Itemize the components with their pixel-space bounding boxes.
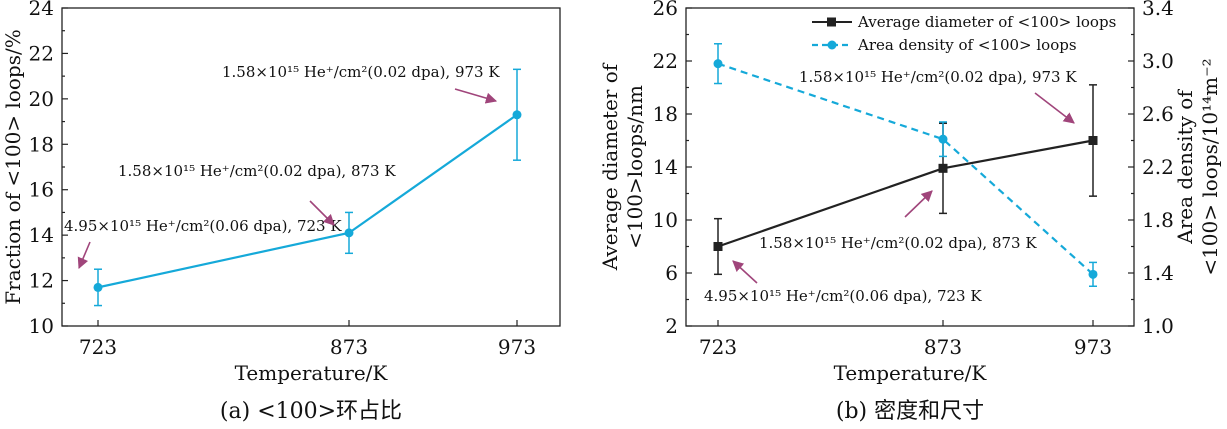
b-right-y-tick-label: 1.4 [1142, 261, 1174, 285]
a-series-line [97, 113, 518, 289]
a-y-tick-label: 20 [29, 87, 54, 111]
b-x-tick-label: 973 [1074, 335, 1112, 359]
b-data-point-circle [1088, 269, 1098, 279]
a-annotation-text: 1.58×10¹⁵ He⁺/cm²(0.02 dpa), 873 K [118, 162, 396, 180]
a-y-tick-label: 18 [29, 132, 54, 156]
a-x-tick-label: 873 [330, 335, 368, 359]
chart-b-left-y-axis-title-line1: Average diameter of [598, 62, 622, 271]
b-left-y-tick-label: 2 [665, 314, 678, 338]
chart-a-y-axis-title: Fraction of <100> loops/% [1, 29, 25, 304]
b-annotation-text: 1.58×10¹⁵ He⁺/cm²(0.02 dpa), 873 K [759, 234, 1037, 252]
chart-b-right-y-axis-title-line2: <100> loops/10¹⁴m⁻² [1198, 58, 1222, 275]
b-x-tick-label: 873 [924, 335, 962, 359]
b-data-point-circle [713, 59, 723, 69]
b-data-point-square [1088, 136, 1098, 145]
b-annotation-arrow [904, 190, 933, 218]
b-annotation-arrow [1034, 92, 1075, 124]
legend-density-circle-marker [827, 40, 837, 50]
chart-a-annotations: 4.95×10¹⁵ He⁺/cm²(0.06 dpa), 723 K 1.58×1… [64, 63, 500, 270]
chart-b-x-axis-title: Temperature/K [834, 361, 988, 385]
a-y-tick-label: 16 [29, 178, 54, 202]
b-right-y-tick-label: 1.0 [1142, 314, 1174, 338]
chart-b-x-ticks: 723 873 973 [699, 320, 1112, 359]
a-y-tick-label: 12 [29, 269, 54, 293]
chart-a-caption: (a) <100>环占比 [220, 399, 402, 424]
b-right-y-tick-label: 3.4 [1142, 0, 1174, 20]
b-right-y-tick-label: 2.2 [1142, 155, 1174, 179]
b-right-y-tick-label: 3.0 [1142, 49, 1174, 73]
a-annotation-text: 4.95×10¹⁵ He⁺/cm²(0.06 dpa), 723 K [64, 217, 342, 235]
chart-b-right-y-ticks: 1.0 1.4 1.8 2.2 2.6 3.0 3.4 [1128, 0, 1174, 338]
a-y-tick-label: 14 [29, 223, 54, 247]
a-data-point [512, 110, 522, 120]
chart-a: 10 12 14 16 18 20 22 24 723 873 973 4.95×10¹⁵ He⁺… [1, 0, 561, 424]
b-left-y-tick-label: 26 [653, 0, 678, 20]
legend-diameter-label: Average diameter of <100> loops [857, 13, 1116, 31]
a-y-tick-label: 24 [29, 0, 54, 20]
chart-b-left-y-axis-title-line2: <100>loops/nm [623, 85, 647, 249]
b-x-tick-label: 723 [699, 335, 737, 359]
b-data-point-square [713, 242, 723, 251]
chart-a-x-ticks: 723 873 973 [79, 320, 536, 359]
a-y-tick-label: 22 [29, 41, 54, 65]
b-left-y-tick-label: 18 [653, 102, 678, 126]
b-data-point-circle [938, 134, 948, 144]
chart-b-annotations: 4.95×10¹⁵ He⁺/cm²(0.06 dpa), 723 K 1.58×1… [704, 68, 1077, 305]
chart-a-x-axis-title: Temperature/K [235, 361, 389, 385]
chart-a-y-ticks: 10 12 14 16 18 20 22 24 [29, 0, 68, 338]
a-annotation-arrow [77, 241, 91, 270]
a-y-tick-label: 10 [29, 314, 54, 338]
b-annotation-text: 4.95×10¹⁵ He⁺/cm²(0.06 dpa), 723 K [704, 287, 982, 305]
chart-b-legend: Average diameter of <100> loops Area den… [812, 13, 1116, 54]
b-right-y-tick-label: 2.6 [1142, 102, 1174, 126]
a-annotation-text: 1.58×10¹⁵ He⁺/cm²(0.02 dpa), 973 K [222, 63, 500, 81]
chart-b-caption: (b) 密度和尺寸 [836, 399, 984, 424]
a-data-point [93, 282, 103, 292]
b-annotation-text: 1.58×10¹⁵ He⁺/cm²(0.02 dpa), 973 K [799, 68, 1077, 86]
chart-b-right-y-axis-title-line1: Area density of [1173, 89, 1197, 245]
a-x-tick-label: 973 [498, 335, 536, 359]
b-right-y-tick-label: 1.8 [1142, 208, 1174, 232]
b-left-y-tick-label: 14 [653, 155, 678, 179]
b-left-y-tick-label: 6 [665, 261, 678, 285]
a-x-tick-label: 723 [79, 335, 117, 359]
b-series-line-diameter [717, 139, 1094, 248]
legend-density-label: Area density of <100> loops [857, 36, 1077, 54]
b-left-y-tick-label: 10 [653, 208, 678, 232]
a-annotation-arrow [309, 200, 335, 226]
a-annotation-arrow [454, 88, 498, 104]
chart-a-series [93, 68, 522, 307]
chart-b-series [713, 43, 1098, 287]
legend-diameter-square-marker [827, 17, 836, 27]
chart-b-plot-frame [685, 7, 1135, 327]
b-left-y-tick-label: 22 [653, 49, 678, 73]
b-annotation-arrow [732, 260, 758, 284]
a-data-point [344, 228, 354, 238]
b-data-point-square [938, 163, 948, 173]
